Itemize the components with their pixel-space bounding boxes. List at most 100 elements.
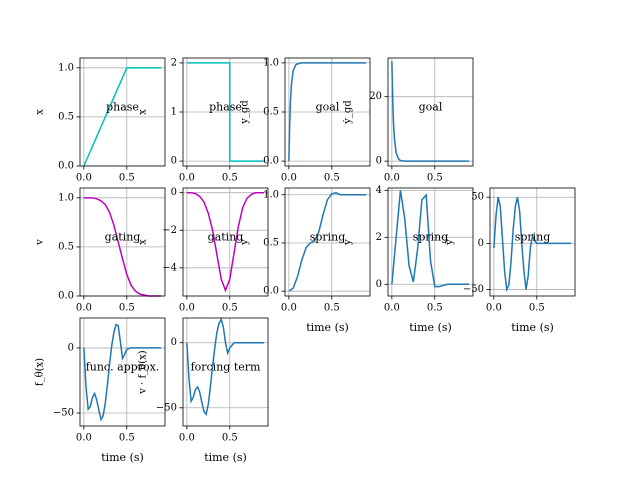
data-line — [83, 67, 162, 167]
x-tick-label: 0.0 — [179, 433, 195, 444]
y-tick-label: 0.0 — [58, 291, 74, 302]
y-tick-label: −2 — [162, 225, 177, 236]
annotation: goal — [316, 101, 340, 114]
y-axis-label: ẋ — [138, 239, 149, 245]
y-axis-label: x — [138, 109, 149, 115]
y-tick-label: 2 — [376, 232, 382, 243]
y-tick-label: 50 — [471, 192, 484, 203]
y-tick-label: 0 — [171, 187, 177, 198]
y-tick-label: 1.0 — [263, 189, 279, 200]
annotation: phase — [106, 101, 139, 114]
y-tick-label: 0.0 — [58, 161, 74, 172]
x-tick-label: 0.5 — [222, 303, 238, 314]
x-tick-label: 0.5 — [427, 303, 443, 314]
axes-frame — [387, 187, 474, 297]
data-line — [83, 323, 162, 422]
y-tick-label: 1.0 — [263, 57, 279, 68]
y-axis-label: ÿ — [445, 239, 456, 246]
subplot: 0.0 0.5 −50 0 forcing term v · f_θ(x)time (s) — [138, 317, 269, 464]
subplot: 0.0 0.5 0.0 0.5 1.0 goal y_gd — [240, 57, 371, 184]
x-axis-label: time (s) — [409, 321, 452, 334]
y-tick-label: 1.0 — [58, 62, 74, 73]
y-tick-label: −50 — [156, 402, 177, 413]
data-line — [186, 62, 265, 162]
y-tick-label: 0 — [68, 342, 74, 353]
y-tick-label: 4 — [376, 185, 382, 196]
axes-frame — [182, 57, 269, 167]
annotation: goal — [419, 101, 443, 114]
subplot: 0.0 0.5 −50 0 func. approx. f_θ(x)time (s) — [35, 317, 166, 464]
axes-frame — [489, 187, 576, 297]
x-tick-label: 0.0 — [76, 303, 92, 314]
x-tick-label: 0.0 — [384, 303, 400, 314]
y-tick-label: −50 — [53, 407, 74, 418]
y-tick-label: 2 — [171, 57, 177, 68]
y-tick-label: −4 — [162, 262, 177, 273]
y-axis-label: y — [240, 239, 251, 246]
x-tick-label: 0.5 — [119, 433, 135, 444]
x-tick-label: 0.0 — [76, 173, 92, 184]
x-axis-label: time (s) — [306, 321, 349, 334]
y-axis-label: x — [35, 109, 46, 115]
data-line — [186, 191, 265, 293]
annotation: forcing term — [191, 361, 261, 374]
axes-frame — [79, 317, 166, 427]
x-tick-label: 0.5 — [324, 173, 340, 184]
x-tick-label: 0.0 — [384, 173, 400, 184]
x-tick-label: 0.5 — [529, 303, 545, 314]
x-tick-label: 0.5 — [119, 173, 135, 184]
y-tick-label: 0 — [171, 337, 177, 348]
subplot: 0.0 0.5 −50 0 50 spring ÿ time (s) — [445, 187, 576, 334]
annotation: phase — [209, 101, 242, 114]
y-tick-label: 0 — [478, 238, 484, 249]
annotation: spring — [413, 231, 449, 244]
subplot: 0.0 0.5 0 −2 −4 gating ẋ — [138, 187, 269, 314]
data-line — [288, 192, 367, 292]
y-tick-label: 0.5 — [58, 111, 74, 122]
axes-frame — [182, 187, 269, 297]
data-line — [186, 317, 265, 416]
x-tick-label: 0.5 — [222, 173, 238, 184]
y-axis-label: y_gd — [240, 100, 251, 125]
x-tick-label: 0.0 — [179, 173, 195, 184]
data-line — [288, 62, 367, 162]
axes-frame — [79, 187, 166, 297]
y-tick-label: 1 — [171, 107, 177, 118]
y-tick-label: 0.5 — [58, 241, 74, 252]
x-axis-label: time (s) — [204, 451, 247, 464]
x-tick-label: 0.0 — [486, 303, 502, 314]
y-tick-label: 0 — [171, 156, 177, 167]
y-axis-label: v — [35, 239, 46, 246]
y-tick-label: −50 — [463, 284, 484, 295]
y-tick-label: 0 — [376, 279, 382, 290]
annotation: spring — [310, 231, 346, 244]
data-line — [391, 61, 470, 162]
y-tick-label: 0.0 — [263, 156, 279, 167]
annotation: func. approx. — [86, 361, 160, 374]
y-axis-label: ẏ_gd — [343, 100, 354, 125]
y-tick-label: 0.5 — [263, 107, 279, 118]
subplot: 0.0 0.5 0 2 4 spring ẏ time (s) — [343, 185, 474, 334]
y-tick-label: 1.0 — [58, 192, 74, 203]
data-line — [391, 190, 470, 288]
x-tick-label: 0.0 — [281, 303, 297, 314]
axes-frame — [182, 317, 269, 427]
subplot: 0.0 0.5 0.0 0.5 1.0 spring y time (s) — [240, 187, 371, 334]
y-tick-label: 0 — [376, 156, 382, 167]
x-tick-label: 0.5 — [222, 433, 238, 444]
x-tick-label: 0.0 — [179, 303, 195, 314]
data-line — [493, 197, 572, 293]
axes-frame — [79, 57, 166, 167]
axes-frame — [284, 187, 371, 297]
x-tick-label: 0.5 — [324, 303, 340, 314]
x-axis-label: time (s) — [101, 451, 144, 464]
axes-frame — [387, 57, 474, 167]
y-axis-label: ẏ — [343, 239, 354, 246]
subplot: 0.0 0.5 0 1 2 phase x — [138, 57, 269, 184]
annotation: spring — [515, 231, 551, 244]
y-tick-label: 0.5 — [263, 237, 279, 248]
x-tick-label: 0.0 — [281, 173, 297, 184]
